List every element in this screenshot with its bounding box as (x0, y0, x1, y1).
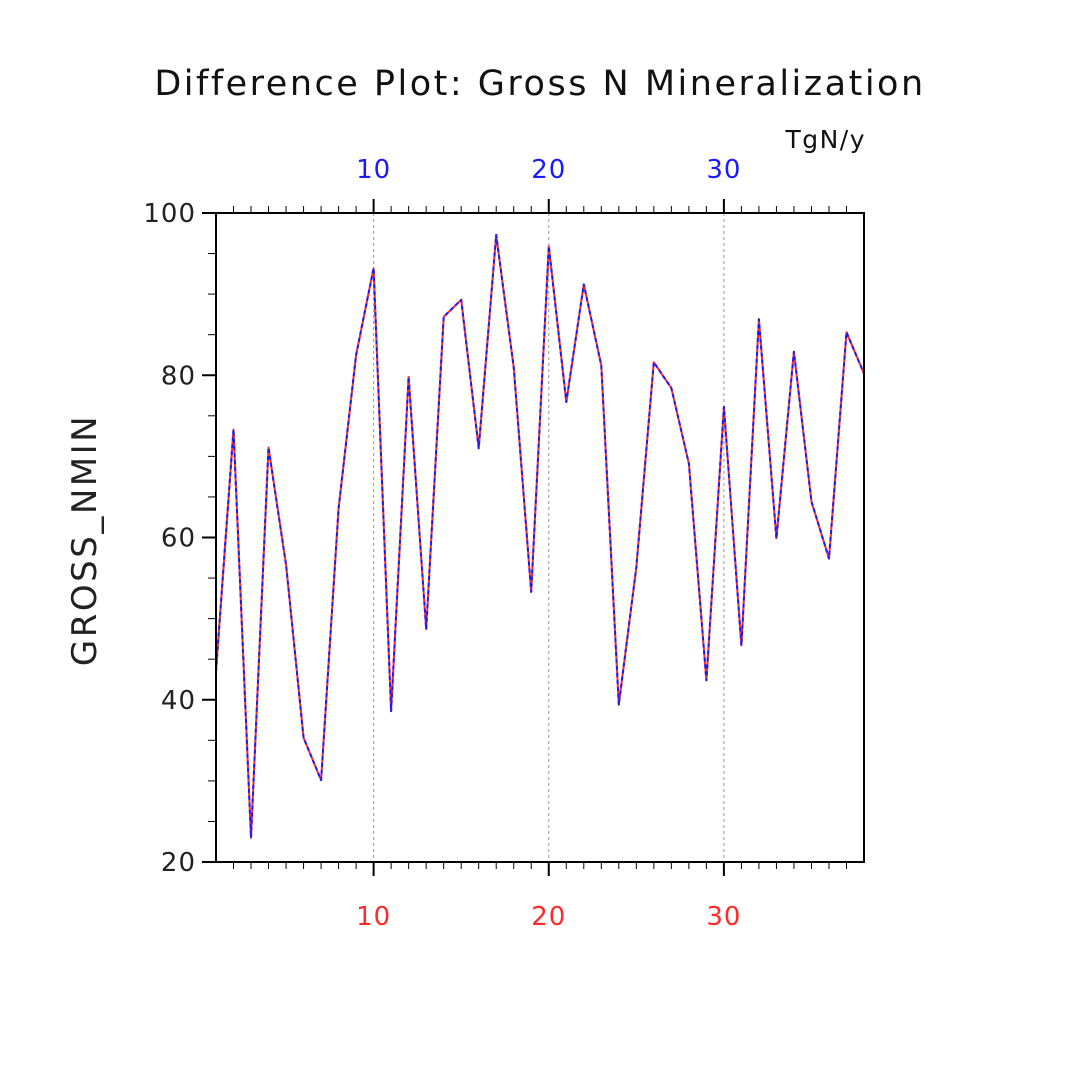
x-tick-label-top-30: 30 (706, 155, 741, 185)
y-tick-label-40: 40 (161, 686, 196, 716)
series-line-primary (215, 233, 865, 839)
x-tick-label-bottom-10: 10 (356, 902, 391, 932)
x-tick-label-bottom-30: 30 (706, 902, 741, 932)
grid-lines (373, 213, 725, 862)
y-tick-label-20: 20 (161, 848, 196, 878)
plot-frame (215, 212, 865, 863)
y-tick-label-60: 60 (161, 524, 196, 554)
series-line-secondary (215, 233, 865, 839)
x-tick-label-bottom-20: 20 (531, 902, 566, 932)
y-axis-label: GROSS_NMIN (65, 414, 105, 666)
tick-marks (202, 199, 847, 876)
chart-title: Difference Plot: Gross N Mineralization (154, 64, 925, 104)
y-tick-label-80: 80 (161, 361, 196, 391)
tick-labels: 20 40 60 80 100 10 10 20 20 30 30 (143, 155, 741, 932)
x-tick-label-top-10: 10 (356, 155, 391, 185)
x-tick-label-top-20: 20 (531, 155, 566, 185)
units-label: TgN/y (784, 125, 866, 154)
series-lines (215, 233, 865, 839)
y-tick-label-100: 100 (143, 199, 196, 229)
axes (215, 212, 865, 863)
